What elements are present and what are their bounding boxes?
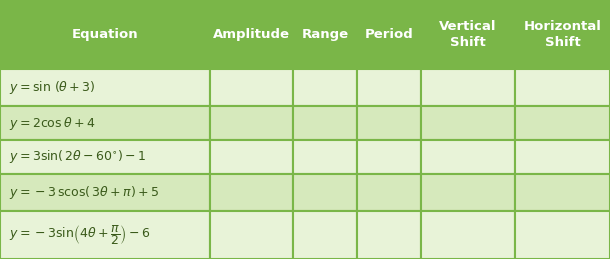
Bar [293, 0, 357, 69]
Bar [293, 211, 357, 259]
Bar [210, 174, 293, 211]
Bar [293, 174, 357, 211]
Bar [0, 140, 210, 174]
Text: Period: Period [365, 28, 413, 41]
Bar [515, 174, 610, 211]
Bar [0, 211, 210, 259]
Text: Vertical
Shift: Vertical Shift [439, 20, 497, 49]
Bar [357, 140, 421, 174]
Bar [421, 69, 515, 106]
Bar [421, 106, 515, 140]
Bar [357, 211, 421, 259]
Bar [421, 0, 515, 69]
Bar [515, 211, 610, 259]
Bar [210, 140, 293, 174]
Bar [293, 69, 357, 106]
Text: Horizontal
Shift: Horizontal Shift [524, 20, 601, 49]
Text: $y = 2\cos\theta + 4$: $y = 2\cos\theta + 4$ [9, 114, 95, 132]
Text: Equation: Equation [72, 28, 138, 41]
Bar [293, 140, 357, 174]
Bar [0, 0, 210, 69]
Bar [0, 106, 210, 140]
Bar [515, 140, 610, 174]
Bar [421, 174, 515, 211]
Bar [357, 174, 421, 211]
Bar [515, 0, 610, 69]
Text: $y = -3\sin\!\left(4\theta + \dfrac{\pi}{2}\right) - 6$: $y = -3\sin\!\left(4\theta + \dfrac{\pi}… [9, 223, 150, 247]
Bar [210, 106, 293, 140]
Bar [357, 106, 421, 140]
Bar [421, 140, 515, 174]
Text: Amplitude: Amplitude [213, 28, 290, 41]
Bar [515, 69, 610, 106]
Bar [357, 69, 421, 106]
Bar [421, 211, 515, 259]
Text: $y = \sin\,(\theta + 3)$: $y = \sin\,(\theta + 3)$ [9, 79, 96, 96]
Bar [0, 174, 210, 211]
Bar [0, 69, 210, 106]
Bar [210, 0, 293, 69]
Bar [210, 211, 293, 259]
Text: Range: Range [301, 28, 348, 41]
Bar [515, 106, 610, 140]
Bar [357, 0, 421, 69]
Text: $y = -3\,\mathrm{scos}(\,3\theta + \pi) + 5$: $y = -3\,\mathrm{scos}(\,3\theta + \pi) … [9, 184, 160, 201]
Bar [210, 69, 293, 106]
Text: $y = 3\sin(\,2\theta - 60^{\circ}) - 1$: $y = 3\sin(\,2\theta - 60^{\circ}) - 1$ [9, 148, 147, 165]
Bar [293, 106, 357, 140]
